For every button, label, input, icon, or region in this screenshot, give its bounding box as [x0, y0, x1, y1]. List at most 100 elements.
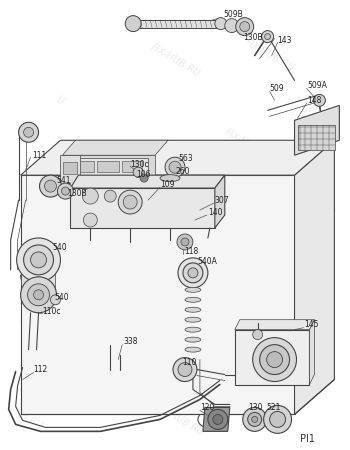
Text: 143: 143	[278, 36, 292, 45]
Text: U: U	[55, 94, 66, 107]
Circle shape	[262, 31, 274, 43]
Polygon shape	[294, 105, 339, 155]
Circle shape	[34, 290, 43, 300]
Polygon shape	[70, 188, 215, 228]
Circle shape	[264, 405, 292, 433]
Circle shape	[50, 295, 61, 305]
Polygon shape	[294, 140, 334, 414]
Circle shape	[123, 195, 137, 209]
Text: 130c: 130c	[130, 160, 149, 169]
Text: 541: 541	[56, 176, 71, 184]
Text: 109: 109	[160, 180, 175, 189]
Polygon shape	[235, 320, 314, 330]
Ellipse shape	[185, 337, 201, 342]
Circle shape	[40, 175, 62, 197]
Circle shape	[125, 16, 141, 32]
Ellipse shape	[185, 297, 201, 302]
Text: 338: 338	[123, 337, 138, 346]
Circle shape	[253, 338, 296, 382]
Circle shape	[28, 284, 49, 306]
Text: 106: 106	[136, 170, 150, 179]
Text: 118: 118	[184, 248, 198, 256]
Circle shape	[178, 363, 192, 377]
Circle shape	[215, 18, 227, 30]
Text: 260: 260	[175, 166, 189, 176]
Bar	[97, 161, 119, 172]
Circle shape	[17, 238, 61, 282]
Circle shape	[181, 238, 189, 246]
Text: 509B: 509B	[224, 10, 244, 19]
Text: 130B: 130B	[243, 33, 262, 42]
Text: 540: 540	[52, 243, 67, 252]
Circle shape	[21, 277, 56, 313]
Text: FIX-HUB.RU: FIX-HUB.RU	[283, 182, 336, 218]
Text: JB.RU: JB.RU	[47, 359, 75, 381]
Text: 130: 130	[248, 403, 262, 412]
Ellipse shape	[185, 317, 201, 322]
Text: 140: 140	[208, 207, 222, 216]
Circle shape	[314, 94, 326, 106]
Circle shape	[213, 414, 223, 424]
Circle shape	[253, 330, 262, 340]
Text: X-HUB.RU: X-HUB.RU	[67, 214, 113, 246]
Circle shape	[23, 127, 34, 137]
Text: 148: 148	[307, 96, 322, 105]
Circle shape	[62, 187, 69, 195]
Circle shape	[240, 22, 250, 32]
Circle shape	[19, 122, 38, 142]
Text: FIX-HUB.RU: FIX-HUB.RU	[213, 266, 266, 303]
Text: PI1: PI1	[300, 434, 315, 444]
Text: X-HUB.RU: X-HUB.RU	[18, 314, 64, 346]
Circle shape	[260, 345, 289, 374]
Circle shape	[118, 190, 142, 214]
Text: 145: 145	[304, 320, 319, 329]
Ellipse shape	[185, 307, 201, 312]
Polygon shape	[21, 260, 56, 295]
Circle shape	[236, 18, 254, 36]
Text: 120: 120	[200, 403, 214, 412]
Circle shape	[173, 358, 197, 382]
Ellipse shape	[185, 327, 201, 332]
Circle shape	[44, 180, 56, 192]
Circle shape	[265, 34, 271, 40]
Circle shape	[243, 407, 267, 432]
Text: FIX-HUB.RU: FIX-HUB.RU	[153, 336, 207, 373]
Circle shape	[270, 411, 286, 428]
Text: 110: 110	[182, 358, 196, 367]
Text: 307: 307	[215, 196, 230, 205]
Circle shape	[248, 412, 262, 427]
Ellipse shape	[185, 287, 201, 292]
Text: 111: 111	[33, 151, 47, 160]
Text: 112: 112	[34, 365, 48, 374]
Polygon shape	[61, 155, 80, 195]
Circle shape	[177, 234, 193, 250]
Circle shape	[82, 188, 98, 204]
Bar	[63, 162, 77, 174]
Text: JB.RU: JB.RU	[16, 409, 44, 430]
Text: FIX-: FIX-	[299, 301, 320, 319]
Polygon shape	[70, 175, 225, 188]
Bar	[298, 125, 335, 150]
Polygon shape	[309, 320, 314, 384]
Circle shape	[178, 258, 208, 288]
Polygon shape	[62, 155, 155, 175]
Circle shape	[267, 351, 282, 368]
Text: 509: 509	[270, 84, 284, 93]
Text: 521: 521	[267, 403, 281, 412]
Text: FIX-HUB.RU: FIX-HUB.RU	[243, 37, 296, 74]
Text: 563: 563	[178, 154, 193, 163]
Bar	[72, 161, 94, 172]
Text: FIX-HUB.RU: FIX-HUB.RU	[253, 356, 306, 393]
Circle shape	[140, 174, 148, 182]
Text: 540: 540	[55, 293, 69, 302]
Circle shape	[104, 190, 116, 202]
Circle shape	[133, 167, 143, 177]
Text: FIX-HUB.RU: FIX-HUB.RU	[223, 127, 276, 164]
Bar	[122, 161, 142, 172]
Text: 130B: 130B	[68, 189, 87, 198]
Circle shape	[183, 263, 203, 283]
Circle shape	[83, 213, 97, 227]
Polygon shape	[21, 140, 334, 175]
Circle shape	[23, 245, 54, 275]
Text: FIX-HUB.RU: FIX-HUB.RU	[148, 42, 202, 79]
